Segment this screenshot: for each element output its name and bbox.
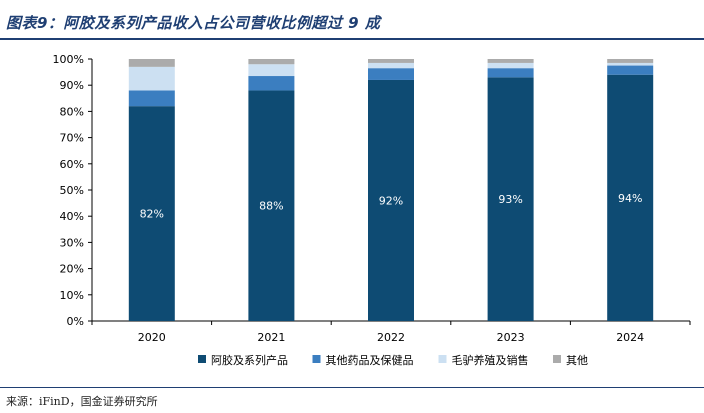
x-tick-label: 2024: [616, 331, 644, 344]
bar-segment: [128, 66, 175, 91]
bar-segment: [368, 79, 414, 322]
legend-swatch: [438, 355, 447, 363]
axes: 0% 10% 20% 30% 40% 50% 60% 70% 80% 90% 100% 2020 202…: [53, 53, 691, 344]
y-tick-label: 40%: [60, 210, 84, 223]
bars: 82% 88% 92% 93% 94%: [128, 59, 654, 322]
title-rule: [0, 38, 704, 40]
bar-segment: [248, 90, 295, 321]
data-label: 82%: [140, 208, 164, 221]
bar-segment: [487, 68, 534, 78]
stacked-bar-chart: 0% 10% 20% 30% 40% 50% 60% 70% 80% 90% 100% 2020 202…: [53, 53, 691, 367]
legend-label: 其他: [566, 354, 588, 367]
bar-segment: [368, 62, 414, 69]
bar-segment: [368, 59, 414, 63]
bar-segment: [248, 76, 295, 91]
source-note: 来源：iFinD，国金证券研究所: [6, 395, 158, 408]
data-label: 88%: [259, 200, 283, 213]
bar-segment: [128, 59, 175, 67]
legend-swatch: [198, 355, 206, 363]
y-tick-label: 70%: [60, 132, 84, 145]
y-tick-label: 80%: [60, 105, 84, 118]
x-tick-label: 2021: [257, 331, 285, 344]
bar-segment: [248, 59, 295, 65]
bar-segment: [248, 64, 295, 77]
legend-swatch: [312, 355, 321, 363]
bar-segment: [487, 62, 534, 69]
chart-title: 图表9：阿胶及系列产品收入占公司营收比例超过 9 成: [6, 14, 381, 32]
legend-swatch: [553, 355, 561, 363]
y-tick-label: 60%: [60, 158, 84, 171]
legend-label: 其他药品及保健品: [326, 353, 414, 367]
y-tick-label: 50%: [60, 184, 84, 197]
bar-segment: [487, 77, 534, 321]
y-tick-label: 0%: [67, 315, 84, 328]
legend-label: 阿胶及系列产品: [211, 353, 288, 367]
bar-segment: [607, 65, 654, 75]
bar-segment: [607, 62, 654, 66]
x-tick-label: 2020: [138, 331, 166, 344]
legend: 阿胶及系列产品 其他药品及保健品 毛驴养殖及销售 其他: [198, 353, 588, 367]
data-label: 94%: [618, 192, 642, 205]
y-tick-label: 30%: [60, 236, 84, 249]
bar-segment: [607, 74, 654, 321]
y-tick-label: 10%: [60, 289, 84, 302]
bar-segment: [128, 106, 175, 321]
y-tick-label: 20%: [60, 263, 84, 276]
y-tick-label: 90%: [60, 79, 84, 92]
bar-segment: [607, 59, 654, 63]
data-label: 92%: [379, 194, 403, 207]
y-tick-label: 100%: [53, 53, 84, 66]
x-tick-label: 2022: [377, 331, 405, 344]
x-tick-label: 2023: [497, 331, 525, 344]
bar-segment: [487, 59, 534, 63]
bar-segment: [368, 68, 414, 80]
legend-label: 毛驴养殖及销售: [452, 353, 529, 367]
source-rule: [0, 387, 704, 388]
bar-segment: [128, 90, 175, 107]
data-label: 93%: [498, 193, 522, 206]
